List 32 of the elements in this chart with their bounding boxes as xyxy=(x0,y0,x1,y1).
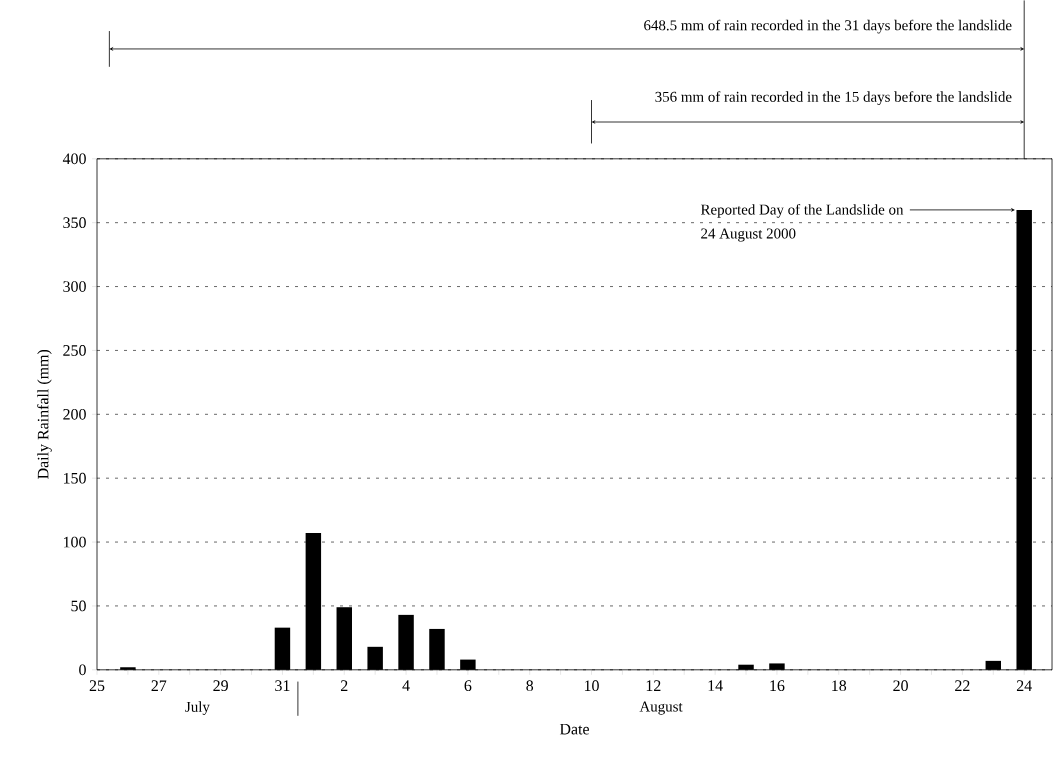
y-tick-label: 150 xyxy=(63,472,86,484)
text: August xyxy=(639,701,683,715)
y-tick-label: 100 xyxy=(63,536,86,548)
x-tick-label: 16 xyxy=(770,680,785,692)
x-tick-label: 31 xyxy=(275,680,290,692)
x-tick-label: 8 xyxy=(526,680,534,692)
x-tick-label: 18 xyxy=(832,680,847,692)
x-tick-label: 27 xyxy=(151,680,167,691)
x-tick-label: 24 xyxy=(1016,680,1032,691)
text: 648.5 mm of rain recorded in the 31 days before the landslide xyxy=(644,19,1012,34)
y-tick-label: 300 xyxy=(63,281,86,293)
annotation: Reported Day of the Landslide on 24 August 2000 xyxy=(700,204,904,242)
x-tick-label: 2 xyxy=(340,680,348,691)
x-tick-label: 10 xyxy=(584,680,599,692)
y-tick-label: 350 xyxy=(63,217,86,229)
x-tick-label: 22 xyxy=(955,680,970,691)
y-tick-label: 0 xyxy=(79,664,86,676)
y-tick-label: 200 xyxy=(63,409,86,420)
x-tick-label: 25 xyxy=(89,680,105,692)
text: July xyxy=(185,701,210,716)
x-tick-label: 12 xyxy=(646,680,661,691)
y-tick-label: 400 xyxy=(62,153,86,165)
y-tick-label: 250 xyxy=(63,345,86,356)
x-axis-title: Date xyxy=(559,724,589,735)
x-tick-label: 4 xyxy=(402,680,410,691)
x-tick-label: 14 xyxy=(708,680,723,691)
y-tick-label: 50 xyxy=(71,600,86,612)
x-tick-label: 29 xyxy=(213,680,228,692)
y-axis-title: Daily Rainfall (mm) xyxy=(37,350,52,480)
text: 356 mm of rain recorded in the 15 days before the landslide xyxy=(655,91,1012,106)
x-tick-label: 20 xyxy=(893,680,908,692)
x-tick-label: 6 xyxy=(464,680,472,692)
